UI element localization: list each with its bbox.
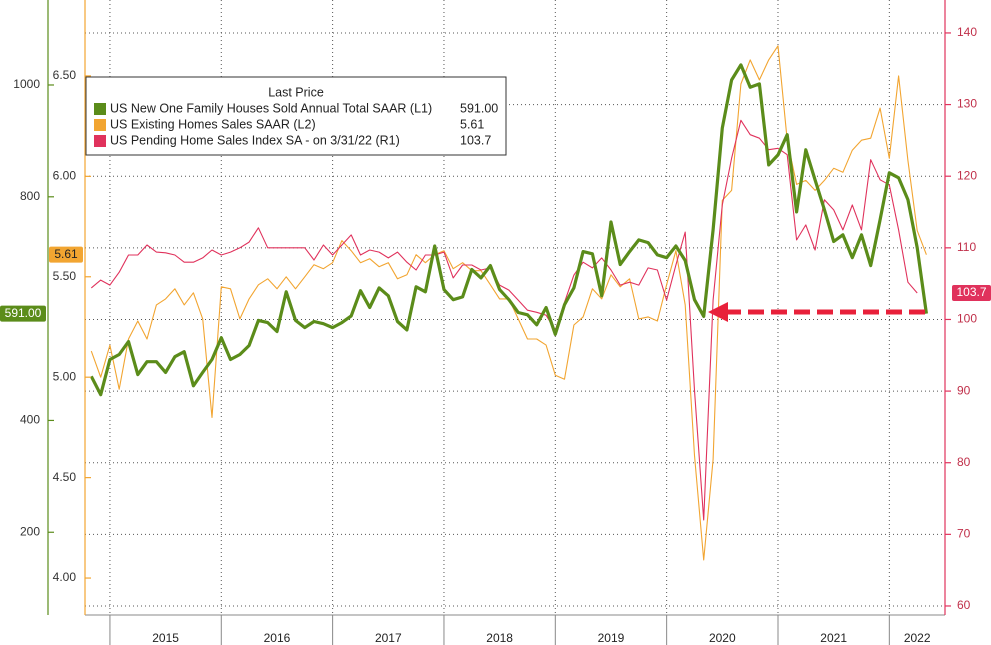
x-tick-label: 2019 — [598, 631, 625, 645]
legend-label: US New One Family Houses Sold Annual Tot… — [110, 101, 432, 115]
series-line — [89, 63, 928, 397]
legend-rows: US New One Family Houses Sold Annual Tot… — [94, 101, 498, 147]
y3-tick-label: 130 — [957, 97, 977, 111]
annotation-arrow — [708, 302, 925, 322]
x-tick-label: 2021 — [820, 631, 847, 645]
x-tick-label: 2018 — [486, 631, 513, 645]
legend-box — [85, 76, 507, 156]
legend-swatch — [94, 135, 106, 147]
y3-tick-label: 120 — [957, 168, 977, 182]
axes: 2015 2016 2017 2018 2019 2020 2021 2022 200 400 80… — [13, 0, 977, 645]
legend-label: US Existing Homes Sales SAAR (L2) — [110, 117, 316, 131]
x-tick-label: 2016 — [264, 631, 291, 645]
y3-tick-label: 70 — [957, 527, 971, 541]
x-tick-label: 2020 — [709, 631, 736, 645]
y3-tick-label: 140 — [957, 25, 977, 39]
y3-tick-label: 110 — [957, 240, 976, 254]
y2-tick-label: 5.00 — [53, 369, 77, 383]
last-value-badge — [0, 305, 46, 322]
legend-value: 5.61 — [460, 117, 484, 131]
y3-tick-label: 80 — [957, 455, 971, 469]
y2-tick-label: 6.50 — [53, 68, 77, 82]
legend-swatch — [94, 119, 106, 131]
y2-tick-label: 4.00 — [53, 570, 77, 584]
y3-tick-label: 90 — [957, 383, 971, 397]
x-tick-label: 2017 — [375, 631, 402, 645]
last-value-badge — [952, 284, 991, 301]
x-tick-label: 2022 — [904, 631, 931, 645]
legend-value: 103.7 — [460, 133, 491, 147]
x-tick-label: 2015 — [152, 631, 179, 645]
y2-tick-label: 4.50 — [53, 470, 77, 484]
last-value-label: 591.00 — [5, 306, 42, 320]
y-tick-label: 200 — [20, 524, 40, 538]
y2-tick-label: 5.50 — [53, 269, 77, 283]
lines — [89, 45, 928, 561]
legend-label: US Pending Home Sales Index SA - on 3/31… — [110, 133, 400, 147]
legend-title: Last Price — [268, 85, 324, 99]
last-value-badge — [49, 246, 83, 263]
y-tick-label: 400 — [20, 413, 40, 427]
last-value-label: 103.7 — [956, 285, 986, 299]
y-tick-label: 1000 — [13, 77, 40, 91]
legend-swatch — [94, 103, 106, 115]
legend: Last Price US New One Family Houses Sold… — [85, 76, 507, 156]
arrow-head — [708, 302, 728, 322]
y2-tick-label: 6.00 — [53, 169, 77, 183]
grid — [85, 0, 945, 615]
last-value-label: 5.61 — [54, 247, 78, 261]
y3-tick-label: 100 — [957, 312, 977, 326]
legend-value: 591.00 — [460, 101, 498, 115]
y-tick-label: 800 — [20, 189, 40, 203]
y3-tick-label: 60 — [957, 598, 971, 612]
